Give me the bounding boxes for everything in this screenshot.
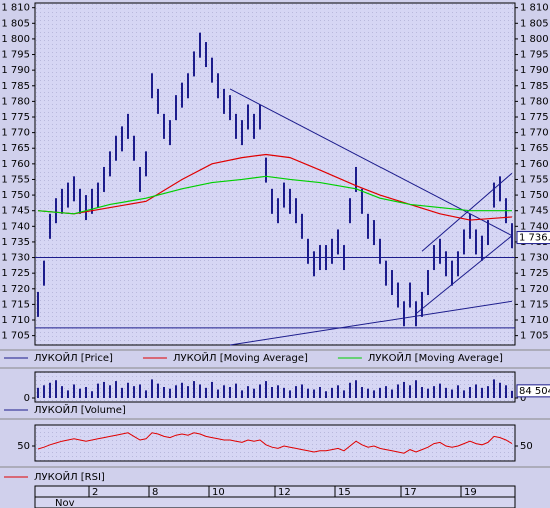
y-tick-label: 1 770 <box>520 128 549 139</box>
y-tick-label: 1 760 <box>1 159 30 170</box>
x-tick-label: 10 <box>212 487 225 498</box>
rsi-panel <box>34 424 516 462</box>
y-tick-label: 1 755 <box>1 174 30 185</box>
y-tick-label: 1 725 <box>520 268 549 279</box>
y-tick-label: 1 740 <box>1 221 30 232</box>
legend-label: ЛУКОЙЛ [RSI] <box>34 470 105 483</box>
rsi-line <box>37 432 513 454</box>
y-tick-label: 1 795 <box>520 50 549 61</box>
x-tick-label: 8 <box>152 487 158 498</box>
trend-line <box>415 235 513 315</box>
y-tick-label: 1 710 <box>520 315 549 326</box>
y-tick-label: 1 745 <box>1 206 30 217</box>
moving-average-line <box>37 153 513 221</box>
legend-label: ЛУКОЙЛ [Moving Average] <box>368 351 503 364</box>
y-tick-label: 1 810 <box>1 3 30 14</box>
x-tick-label: 15 <box>338 487 351 498</box>
y-tick-label: 1 760 <box>520 159 549 170</box>
x-tick-label: 2 <box>92 487 98 498</box>
y-tick-label: 1 805 <box>520 18 549 29</box>
x-month-label: Nov <box>55 498 75 508</box>
y-tick-label: 1 775 <box>520 112 549 123</box>
y-tick-label: 1 715 <box>1 299 30 310</box>
y-tick-label: 1 740 <box>520 221 549 232</box>
last-price-label: 1 736.4 <box>519 233 550 244</box>
y-tick-label: 1 705 <box>520 331 549 342</box>
y-tick-label: 1 735 <box>1 237 30 248</box>
y-tick-label: 1 730 <box>520 253 549 264</box>
y-tick-label: 1 765 <box>520 143 549 154</box>
x-tick-label: 19 <box>464 487 477 498</box>
y-tick-label: 1 750 <box>1 190 30 201</box>
y-tick-label: 1 755 <box>520 174 549 185</box>
x-tick-label: 17 <box>404 487 417 498</box>
y-tick-label: 1 705 <box>1 331 30 342</box>
y-tick-label: 1 795 <box>1 50 30 61</box>
y-tick-label: 1 805 <box>1 18 30 29</box>
legend-label: ЛУКОЙЛ [Price] <box>34 351 113 364</box>
trend-line <box>229 88 513 237</box>
trend-line <box>421 172 513 252</box>
legend-label: ЛУКОЙЛ [Moving Average] <box>173 351 308 364</box>
y-tick-label: 1 765 <box>1 143 30 154</box>
x-tick-label: 12 <box>278 487 291 498</box>
y-tick-label: 1 790 <box>1 65 30 76</box>
y-tick-label: 50 <box>17 441 30 452</box>
y-tick-label: 1 770 <box>1 128 30 139</box>
last-value-label: 84 504 <box>519 386 550 397</box>
y-tick-label: 1 785 <box>1 81 30 92</box>
y-tick-label: 1 800 <box>1 34 30 45</box>
y-tick-label: 1 775 <box>1 112 30 123</box>
y-tick-label: 1 780 <box>1 96 30 107</box>
y-tick-label: 1 730 <box>1 253 30 264</box>
y-tick-label: 1 750 <box>520 190 549 201</box>
y-tick-label: 1 745 <box>520 206 549 217</box>
price-panel <box>34 2 516 346</box>
y-tick-label: 1 780 <box>520 96 549 107</box>
y-tick-label: 1 720 <box>520 284 549 295</box>
y-tick-label: 0 <box>520 393 526 404</box>
y-tick-label: 1 725 <box>1 268 30 279</box>
last-price-box <box>516 231 550 245</box>
trend-line <box>229 300 513 346</box>
y-tick-label: 1 720 <box>1 284 30 295</box>
y-tick-label: 0 <box>24 393 30 404</box>
y-tick-label: 1 800 <box>520 34 549 45</box>
y-tick-label: 1 710 <box>1 315 30 326</box>
moving-average-line <box>37 175 512 215</box>
volume-panel <box>34 371 516 403</box>
legend-label: ЛУКОЙЛ [Volume] <box>34 403 126 416</box>
last-value-box <box>516 384 550 398</box>
y-tick-label: 1 790 <box>520 65 549 76</box>
y-tick-label: 1 785 <box>520 81 549 92</box>
y-tick-label: 50 <box>520 441 533 452</box>
y-tick-label: 1 715 <box>520 299 549 310</box>
y-tick-label: 1 810 <box>520 3 549 14</box>
